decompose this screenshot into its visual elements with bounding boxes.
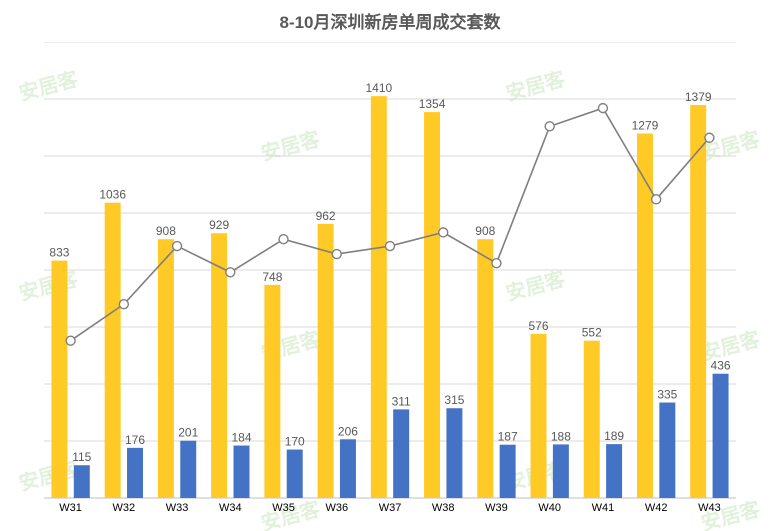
x-tick: W35 [272,502,295,514]
bar-blue [180,441,196,498]
line-marker [492,259,501,268]
x-tick: W32 [113,502,136,514]
bar-yellow [584,341,600,498]
bar-blue [606,444,622,498]
line-marker [598,104,607,113]
bar-yellow [477,239,493,498]
bar-yellow [424,112,440,498]
bar-yellow-label: 576 [528,319,548,333]
bar-yellow-label: 1036 [99,188,126,202]
bar-yellow-label: 908 [475,224,495,238]
line-marker [545,122,554,131]
bar-blue [74,465,90,498]
chart-container: 8-10月深圳新房单周成交套数 安居客安居客安居客安居客安居客安居客安居客安居客… [0,0,780,531]
line-marker [279,235,288,244]
bar-yellow [371,96,387,498]
bar-yellow-label: 1379 [685,90,712,104]
x-tick: W40 [538,502,561,514]
x-tick: W36 [325,502,348,514]
bar-yellow-label: 908 [156,224,176,238]
chart-plot: 020040060080010001200140016000.0%5.0%10.… [44,42,736,528]
bar-blue-label: 187 [498,430,518,444]
bar-blue-label: 188 [551,429,571,443]
bar-yellow-label: 962 [316,209,336,223]
line-marker [226,268,235,277]
bar-blue [287,450,303,498]
bar-yellow-label: 833 [49,246,69,260]
bar-blue [446,408,462,498]
x-tick: W33 [166,502,189,514]
bar-blue [713,374,729,498]
bar-yellow [318,224,334,498]
bars: 833 115 1036 176 908 201 929 184 748 170 962 206 141… [49,81,730,498]
line-marker [652,195,661,204]
bar-blue-label: 170 [285,435,305,449]
line-marker [119,300,128,309]
bar-blue-label: 201 [178,426,198,440]
bar-blue [340,439,356,498]
bar-yellow [211,233,227,498]
bar-yellow [51,261,67,498]
bar-blue-label: 184 [231,431,251,445]
line-marker [332,250,341,259]
bar-blue [127,448,143,498]
bar-yellow-label: 929 [209,218,229,232]
chart-title: 8-10月深圳新房单周成交套数 [0,8,780,33]
x-tick: W42 [645,502,668,514]
bar-blue [393,409,409,498]
x-tick: W43 [698,502,721,514]
line-marker [66,336,75,345]
bar-yellow [105,203,121,498]
bar-yellow [690,105,706,498]
bar-blue-label: 115 [72,450,91,464]
bar-yellow-label: 1354 [419,97,446,111]
bar-blue [234,446,250,498]
line-marker [173,242,182,251]
bar-yellow-label: 748 [262,270,282,284]
x-tick: W34 [219,502,242,514]
x-tick: W39 [485,502,508,514]
bar-blue-label: 311 [392,394,411,408]
bar-blue-label: 189 [604,429,624,443]
bar-blue-label: 315 [444,393,464,407]
bar-yellow [531,334,547,498]
x-tick: W31 [59,502,82,514]
bar-blue-label: 176 [125,433,145,447]
gridlines [44,42,736,498]
x-tick: W38 [432,502,455,514]
line-marker [705,133,714,142]
bar-yellow [158,239,174,498]
line-marker [386,242,395,251]
bar-yellow-label: 1279 [632,118,659,132]
bar-blue-label: 436 [711,359,731,373]
bar-blue [500,445,516,498]
bar-yellow [264,285,280,498]
bar-yellow-label: 1410 [365,81,392,95]
bar-yellow-label: 552 [582,326,602,340]
bar-blue-label: 206 [338,424,358,438]
bar-blue [659,403,675,498]
bar-blue-label: 335 [657,388,677,402]
x-tick: W37 [379,502,402,514]
x-tick: W41 [592,502,615,514]
bar-blue [553,444,569,498]
line-marker [439,228,448,237]
